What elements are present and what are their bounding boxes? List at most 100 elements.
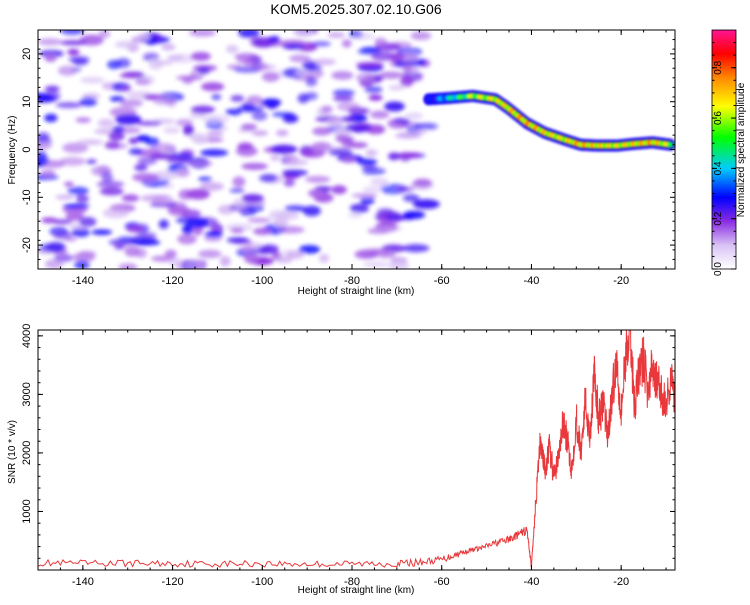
noise-blob [202, 114, 230, 125]
noise-blob [241, 194, 264, 203]
snr-xlabel: Height of straight line (km) [298, 585, 415, 596]
noise-blob [321, 105, 333, 114]
noise-blob [44, 113, 58, 123]
noise-blob [413, 122, 438, 130]
noise-blob [393, 117, 411, 125]
noise-blob [79, 76, 106, 84]
noise-blob [158, 219, 169, 230]
noise-blob [126, 225, 145, 233]
noise-blob [114, 243, 125, 250]
noise-blob [115, 58, 131, 68]
snr-frame [37, 329, 676, 571]
noise-blob [243, 58, 256, 68]
colorbar-tick-label: 0.8 [713, 60, 724, 74]
noise-blob [63, 181, 74, 187]
noise-blob [137, 156, 157, 166]
noise-blob [60, 30, 85, 35]
noise-blob [357, 48, 382, 55]
noise-blob [182, 224, 193, 235]
y-tick-label: 0 [21, 146, 33, 152]
x-tick-label: -140 [72, 275, 94, 287]
noise-blob [200, 149, 229, 157]
noise-blob [351, 193, 378, 199]
noise-blob [261, 71, 280, 82]
noise-blob [219, 255, 231, 267]
noise-blob [348, 211, 362, 219]
noise-blob [56, 255, 74, 261]
x-tick-label: -100 [251, 275, 273, 287]
noise-blob [44, 259, 64, 269]
noise-blob [198, 176, 212, 183]
noise-blob [384, 214, 409, 221]
noise-blob [109, 108, 135, 115]
noise-blob [287, 158, 309, 166]
noise-blob [379, 183, 407, 195]
noise-blob [281, 169, 308, 177]
noise-blob [332, 89, 355, 97]
noise-blob [121, 194, 140, 202]
y-tick-label: 1000 [21, 499, 33, 523]
noise-blob [167, 54, 184, 61]
noise-blob [57, 65, 78, 76]
noise-blob [38, 155, 50, 165]
noise-blob [177, 233, 197, 245]
noise-blob [119, 85, 133, 92]
noise-blob [388, 84, 405, 91]
spectrogram-ylabel: Frequency (Hz) [7, 116, 18, 185]
noise-blob [96, 180, 125, 188]
noise-blob [114, 40, 139, 49]
y-tick-label: 2000 [21, 441, 33, 465]
noise-blob [332, 95, 354, 102]
noise-blob [356, 157, 378, 166]
y-tick-label: 10 [21, 96, 33, 108]
noise-blob [161, 43, 176, 51]
noise-blob [102, 208, 130, 219]
noise-blob [304, 63, 322, 73]
noise-blob [396, 152, 422, 159]
noise-blob [230, 95, 245, 102]
noise-blob [132, 172, 160, 182]
noise-blob [407, 128, 427, 135]
noise-blob [374, 37, 387, 46]
noise-blob [112, 125, 125, 133]
noise-blob [288, 54, 312, 63]
x-tick-label: -120 [162, 576, 184, 588]
noise-blob [283, 178, 296, 187]
y-tick-label: -10 [21, 189, 33, 205]
noise-blob [99, 187, 124, 196]
noise-blob [75, 194, 89, 203]
noise-blob [71, 227, 90, 238]
snr-panel: -140 -120 -100 -80 -60 -40 -20 1000 2000 3000 4000… [7, 324, 676, 596]
noise-blob [413, 178, 433, 188]
noise-blob [145, 137, 160, 147]
x-tick-label: -40 [523, 576, 539, 588]
noise-blob [345, 123, 372, 133]
noise-blob [59, 40, 88, 46]
noise-blob [192, 137, 209, 145]
noise-blob [118, 263, 138, 269]
noise-blob [178, 189, 194, 200]
noise-blob [174, 168, 190, 178]
colorbar-tick-label: 0.4 [713, 161, 724, 175]
noise-blob [190, 51, 211, 61]
noise-blob [210, 223, 224, 234]
noise-blob [184, 260, 204, 269]
noise-blob [276, 256, 293, 264]
noise-blob [238, 30, 260, 38]
noise-blob [389, 52, 406, 63]
x-tick-label: -60 [434, 275, 450, 287]
noise-blob [251, 111, 268, 121]
noise-blob [331, 185, 347, 195]
noise-blob [211, 94, 222, 100]
noise-blob [356, 73, 376, 83]
noise-blob [124, 245, 141, 257]
noise-blob [302, 205, 321, 217]
y-tick-label: 3000 [21, 382, 33, 406]
x-tick-label: -20 [613, 275, 629, 287]
noise-blob [104, 141, 121, 150]
noise-blob [62, 203, 90, 209]
noise-blob [363, 261, 390, 267]
noise-blob [128, 137, 139, 145]
